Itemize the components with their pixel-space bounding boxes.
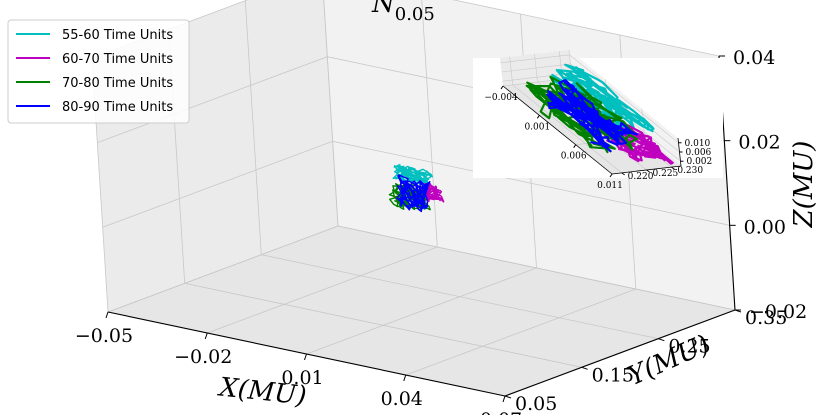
x-tick-mark	[502, 395, 506, 403]
main-ticks: −0.05−0.020.010.040.070.050.150.250.35−0…	[75, 47, 807, 415]
x-tick-mark	[403, 374, 407, 382]
legend-label: 70-80 Time Units	[62, 76, 173, 91]
x-tick-label: −0.05	[75, 325, 133, 347]
z-tick-label: 0.00	[744, 216, 786, 238]
z-tick-label: 0.006	[686, 148, 712, 158]
x-tick-label: 0.01	[281, 367, 323, 389]
y-tick-mark	[581, 366, 588, 370]
y-tick-label: 0.220	[628, 172, 654, 182]
main-data	[388, 163, 445, 213]
x-tick-label: −0.004	[484, 93, 518, 103]
chart-title: N0.05	[371, 0, 435, 25]
legend-entry: 80-90 Time Units	[16, 100, 173, 115]
y-tick-mark	[646, 169, 650, 173]
trajectory-80-90-time-units	[396, 174, 431, 213]
y-tick-mark	[504, 395, 512, 399]
trajectory-80-90-time-units	[546, 78, 639, 153]
legend: 55-60 Time Units 60-70 Time Units 70-80 …	[7, 19, 190, 124]
x-tick-label: 0.07	[480, 409, 522, 415]
grid-line-y	[509, 56, 622, 174]
z-tick-label: −0.02	[749, 301, 807, 323]
x-tick-mark	[573, 144, 577, 148]
grid-line-z	[102, 140, 730, 228]
y-tick-label: 0.35	[745, 307, 787, 329]
y-axis-line	[504, 309, 736, 397]
legend-entry: 60-70 Time Units	[16, 52, 173, 67]
legend-label: 55-60 Time Units	[62, 28, 173, 43]
legend-label: 60-70 Time Units	[62, 52, 173, 67]
x-tick-mark	[105, 311, 109, 319]
y-tick-label: 0.05	[515, 393, 557, 415]
z-tick-label: 0.002	[686, 157, 712, 167]
x-tick-label: 0.001	[524, 122, 550, 132]
grid-line-z	[107, 225, 736, 313]
x-tick-mark	[609, 173, 613, 178]
chart-title-main: N	[371, 0, 396, 19]
y-tick-mark	[658, 338, 665, 342]
y-tick-label: 0.15	[592, 364, 634, 386]
x-tick-mark	[500, 85, 504, 90]
x-axis-line	[502, 85, 613, 175]
legend-entry: 55-60 Time Units	[16, 28, 173, 43]
x-tick-mark	[204, 332, 208, 340]
x-tick-label: 0.04	[381, 388, 423, 410]
y-tick-mark	[671, 166, 675, 170]
chart-title-subscript: 0.05	[395, 4, 435, 25]
y-tick-label: 0.25	[668, 336, 710, 358]
y-tick-label: 0.225	[653, 169, 679, 179]
inset-data	[525, 63, 674, 165]
z-tick-label: 0.04	[733, 47, 775, 69]
legend-frame	[7, 19, 190, 124]
z-tick-label: 0.02	[738, 132, 780, 154]
legend-entry: 70-80 Time Units	[16, 76, 173, 91]
z-axis-label: Z(MU)	[789, 141, 819, 229]
grid-line-z	[500, 54, 679, 144]
x-tick-label: 0.006	[561, 152, 587, 162]
x-tick-mark	[536, 115, 540, 119]
trajectory-60-70-time-units	[419, 182, 445, 203]
y-tick-mark	[621, 172, 625, 176]
x-tick-mark	[304, 353, 307, 361]
legend-label: 80-90 Time Units	[62, 100, 173, 115]
y-tick-label: 0.230	[677, 166, 703, 176]
x-tick-label: 0.011	[597, 181, 623, 191]
z-tick-label: 0.010	[685, 139, 711, 149]
x-tick-label: −0.02	[174, 346, 232, 368]
